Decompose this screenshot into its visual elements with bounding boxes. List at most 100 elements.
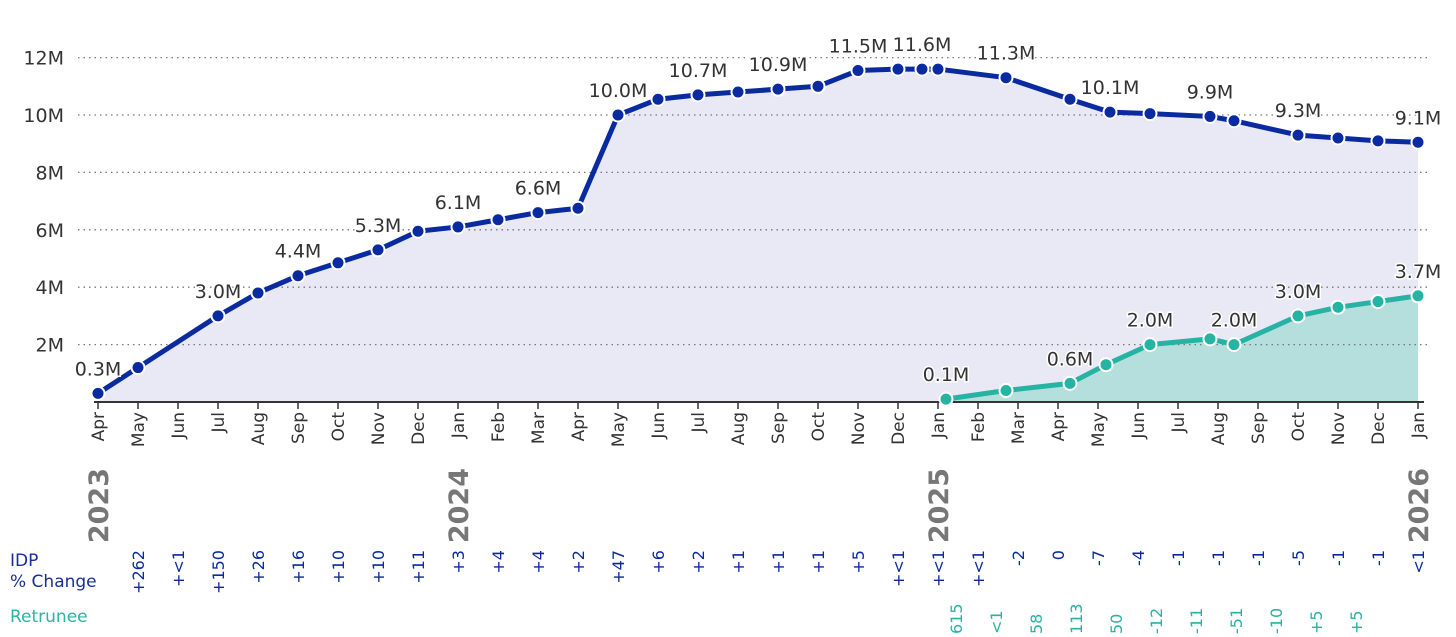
idp-row-label-line2: % Change	[10, 572, 97, 592]
idp-data-point	[330, 255, 346, 271]
returnee-data-label: 2.0M	[1127, 310, 1174, 332]
idp-data-label: 9.1M	[1395, 107, 1442, 129]
idp-data-point	[1062, 91, 1078, 107]
returnee-change-value: <1	[987, 610, 1006, 634]
idp-data-point	[370, 242, 386, 258]
returnee-data-point	[938, 391, 954, 407]
idp-data-label: 10.1M	[1081, 77, 1140, 99]
idp-data-point	[410, 223, 426, 239]
x-month-label: Dec	[409, 412, 429, 445]
x-year-label: 2026	[1404, 468, 1435, 543]
y-tick-label: 12M	[23, 48, 64, 70]
x-month-label: Jul	[689, 412, 709, 434]
idp-data-point	[770, 81, 786, 97]
idp-change-value: -4	[1129, 550, 1148, 566]
idp-change-value: +<1	[969, 550, 988, 587]
returnee-change-value: -11	[1187, 608, 1206, 634]
idp-data-label: 10.7M	[669, 60, 728, 82]
idp-data-point	[890, 61, 906, 77]
returnee-change-value: 50	[1107, 614, 1126, 634]
idp-change-value: -1	[1249, 550, 1268, 566]
idp-change-value: +16	[289, 550, 308, 584]
returnee-change-value: 58	[1027, 614, 1046, 634]
x-month-label: Sep	[289, 412, 309, 444]
idp-change-value: +6	[649, 550, 668, 574]
x-month-label: Apr	[89, 412, 109, 441]
x-month-label: Oct	[329, 412, 349, 442]
idp-data-point	[570, 200, 586, 216]
returnee-data-point	[998, 383, 1014, 399]
idp-data-point	[1202, 108, 1218, 124]
idp-change-value: +1	[729, 550, 748, 574]
idp-data-point	[250, 285, 266, 301]
x-month-label: Sep	[769, 412, 789, 444]
idp-change-value: -1	[1169, 550, 1188, 566]
y-tick-label: 2M	[36, 335, 64, 357]
idp-change-value: +<1	[929, 550, 948, 587]
idp-change-value: 0	[1049, 550, 1068, 560]
idp-change-value: +2	[689, 550, 708, 574]
idp-data-point	[650, 91, 666, 107]
x-month-label: Nov	[369, 412, 389, 445]
x-month-label: Sep	[1249, 412, 1269, 444]
x-year-label: 2023	[84, 468, 115, 543]
idp-data-point	[490, 212, 506, 228]
x-month-label: Nov	[1329, 412, 1349, 445]
idp-row-label: IDP % Change	[10, 551, 97, 593]
returnee-data-point	[1410, 288, 1426, 304]
x-month-label: May	[1089, 412, 1109, 447]
returnee-data-label: 0.1M	[923, 364, 970, 386]
idp-data-point	[1290, 127, 1306, 143]
idp-change-value: -7	[1089, 550, 1108, 566]
idp-data-label: 9.3M	[1275, 100, 1322, 122]
x-month-label: Jun	[169, 412, 189, 440]
x-month-label: Jan	[449, 412, 469, 439]
idp-data-label: 4.4M	[275, 241, 322, 263]
idp-change-value: +5	[849, 550, 868, 574]
x-month-label: Jan	[1409, 412, 1429, 439]
x-month-label: Nov	[849, 412, 869, 445]
returnee-data-point	[1370, 294, 1386, 310]
returnee-data-point	[1098, 357, 1114, 373]
idp-data-point	[90, 385, 106, 401]
idp-data-point	[210, 308, 226, 324]
returnee-data-label: 3.0M	[1275, 281, 1322, 303]
idp-data-label: 11.6M	[893, 34, 952, 56]
y-tick-label: 10M	[23, 105, 64, 127]
idp-data-point	[730, 84, 746, 100]
x-month-label: Oct	[809, 412, 829, 442]
idp-change-value: +262	[129, 550, 148, 594]
idp-data-point	[914, 61, 930, 77]
idp-data-point	[810, 78, 826, 94]
idp-data-label: 11.5M	[829, 36, 888, 58]
idp-row-label-line1: IDP	[10, 551, 39, 571]
idp-data-point	[530, 205, 546, 221]
returnee-data-label: 2.0M	[1211, 310, 1258, 332]
x-year-label: 2024	[444, 468, 475, 543]
x-month-label: Jan	[929, 412, 949, 439]
x-month-label: Jul	[1169, 412, 1189, 434]
x-month-label: Dec	[1369, 412, 1389, 445]
idp-data-point	[930, 61, 946, 77]
y-tick-label: 8M	[36, 162, 64, 184]
returnee-data-point	[1202, 331, 1218, 347]
x-month-label: Feb	[489, 412, 509, 442]
idp-change-value: +11	[409, 550, 428, 584]
x-month-label: Oct	[1289, 412, 1309, 442]
idp-data-point	[130, 360, 146, 376]
idp-data-point	[1370, 133, 1386, 149]
idp-change-value: -1	[1209, 550, 1228, 566]
x-year-label: 2025	[924, 468, 955, 543]
idp-data-point	[610, 107, 626, 123]
idp-change-value: <1	[1409, 550, 1428, 574]
idp-change-value: +1	[769, 550, 788, 574]
x-month-label: Jun	[649, 412, 669, 440]
idp-change-value: -1	[1369, 550, 1388, 566]
idp-data-label: 0.3M	[75, 358, 122, 380]
idp-data-point	[1330, 130, 1346, 146]
returnee-change-value: +5	[1307, 610, 1326, 634]
idp-change-value: -5	[1289, 550, 1308, 566]
x-month-label: May	[129, 412, 149, 447]
x-month-label: Aug	[249, 412, 269, 445]
